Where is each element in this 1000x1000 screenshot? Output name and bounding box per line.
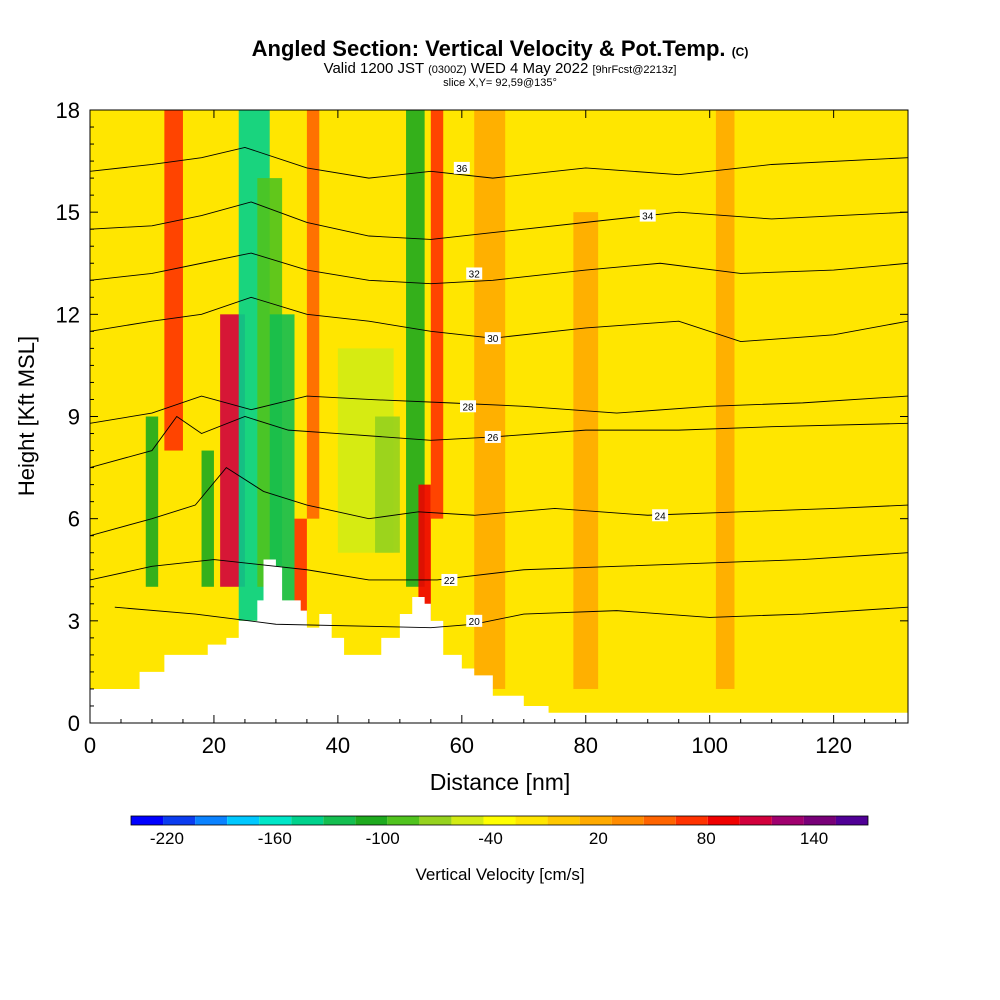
colorbar-swatch	[771, 816, 804, 825]
contour-label: 26	[487, 433, 499, 444]
isentrope-28	[90, 395, 908, 424]
contour-label: 34	[642, 212, 654, 223]
colorbar-tick-label: 140	[800, 829, 828, 848]
colorbar-swatch	[579, 816, 612, 825]
velocity-band	[145, 416, 159, 587]
isentrope-36	[90, 146, 908, 179]
contour-label-bg	[639, 209, 656, 222]
y-axis-label: Height [Kft MSL]	[14, 336, 39, 496]
colorbar-swatch	[547, 816, 580, 825]
colorbar: -220 -160 -100 -40 20 80 140	[130, 815, 869, 848]
x-tick-label: 20	[202, 733, 226, 758]
colorbar-swatch	[515, 816, 548, 825]
colorbar-tick-label: 20	[589, 829, 608, 848]
contour-label-bg	[484, 430, 501, 443]
x-tick-label: 0	[84, 733, 96, 758]
colorbar-swatch	[227, 816, 260, 825]
velocity-field	[90, 110, 908, 723]
velocity-band	[201, 450, 214, 587]
colorbar-label: Vertical Velocity [cm/s]	[415, 865, 584, 884]
x-tick-label: 100	[691, 733, 728, 758]
velocity-band	[573, 212, 599, 689]
contour-label: 36	[456, 164, 468, 175]
isentrope-24	[90, 466, 908, 537]
x-tick-label: 120	[815, 733, 852, 758]
contour-label-bg	[466, 614, 483, 627]
colorbar-tick-label: -160	[258, 829, 292, 848]
contour-label: 22	[444, 576, 456, 587]
y-tick-label: 18	[56, 98, 80, 123]
y-tick-label: 9	[68, 405, 80, 430]
velocity-band	[418, 484, 431, 621]
colorbar-frame	[130, 815, 869, 826]
contour-label: 32	[469, 269, 481, 280]
colorbar-swatch	[259, 816, 292, 825]
y-tick-label: 12	[56, 302, 80, 327]
y-tick-label: 0	[68, 711, 80, 736]
colorbar-swatch	[419, 816, 452, 825]
colorbar-swatch	[195, 816, 228, 825]
colorbar-tick-label: -220	[150, 829, 184, 848]
chart-subtitle: Valid 1200 JST (0300Z) WED 4 May 2022 [9…	[323, 60, 677, 77]
velocity-band	[474, 110, 506, 689]
isentrope-30	[90, 296, 908, 343]
contour-label: 28	[462, 402, 474, 413]
contour-label-bg	[441, 573, 458, 586]
colorbar-swatch	[739, 816, 772, 825]
velocity-band	[715, 110, 735, 689]
contour-label-bg	[466, 267, 483, 280]
velocity-band	[375, 416, 400, 553]
contour-label: 30	[487, 334, 499, 345]
colorbar-swatch	[451, 816, 484, 825]
colorbar-swatch	[131, 816, 164, 825]
colorbar-tick-label: 80	[697, 829, 716, 848]
colorbar-swatch	[291, 816, 324, 825]
y-tick-label: 3	[68, 609, 80, 634]
velocity-band	[306, 110, 320, 519]
colorbar-swatch	[675, 816, 708, 825]
colorbar-swatch	[355, 816, 388, 825]
contour-layer: 20 22 24 26 28 30 32 34 36	[90, 146, 908, 629]
colorbar-swatch	[803, 816, 836, 825]
velocity-band	[294, 518, 307, 621]
x-tick-label: 40	[326, 733, 350, 758]
colorbar-tick-label: -100	[366, 829, 400, 848]
isentrope-32	[90, 252, 908, 285]
terrain-layer	[90, 559, 908, 723]
contour-label: 24	[655, 511, 667, 522]
contour-label-bg	[652, 509, 669, 522]
velocity-band	[430, 110, 444, 519]
colorbar-swatch	[483, 816, 516, 825]
x-tick-label: 60	[450, 733, 474, 758]
y-tick-label: 6	[68, 507, 80, 532]
isentrope-34	[90, 201, 908, 240]
colorbar-swatch	[611, 816, 644, 825]
x-tick-label: 80	[574, 733, 598, 758]
colorbar-swatch	[387, 816, 420, 825]
colorbar-tick-label: -40	[478, 829, 503, 848]
isentrope-20	[114, 606, 908, 629]
chart-title: Angled Section: Vertical Velocity & Pot.…	[251, 36, 749, 61]
contour-label-bg	[484, 332, 501, 345]
contour-label-bg	[453, 161, 470, 174]
copyright-mark: (C)	[731, 45, 749, 59]
colorbar-swatch	[323, 816, 356, 825]
colorbar-swatch	[835, 816, 868, 825]
velocity-band	[406, 110, 425, 587]
colorbar-swatch	[707, 816, 740, 825]
terrain-mask	[90, 559, 908, 723]
velocity-band	[164, 110, 183, 451]
colorbar-swatch	[163, 816, 196, 825]
isentrope-22	[90, 552, 908, 581]
x-axis-label: Distance [nm]	[430, 769, 571, 795]
contour-label: 20	[469, 617, 481, 628]
isentrope-26	[90, 415, 908, 469]
slice-info: slice X,Y= 92,59@135°	[443, 77, 557, 89]
contour-label-bg	[460, 400, 477, 413]
y-tick-label: 15	[56, 200, 80, 225]
colorbar-swatch	[643, 816, 676, 825]
